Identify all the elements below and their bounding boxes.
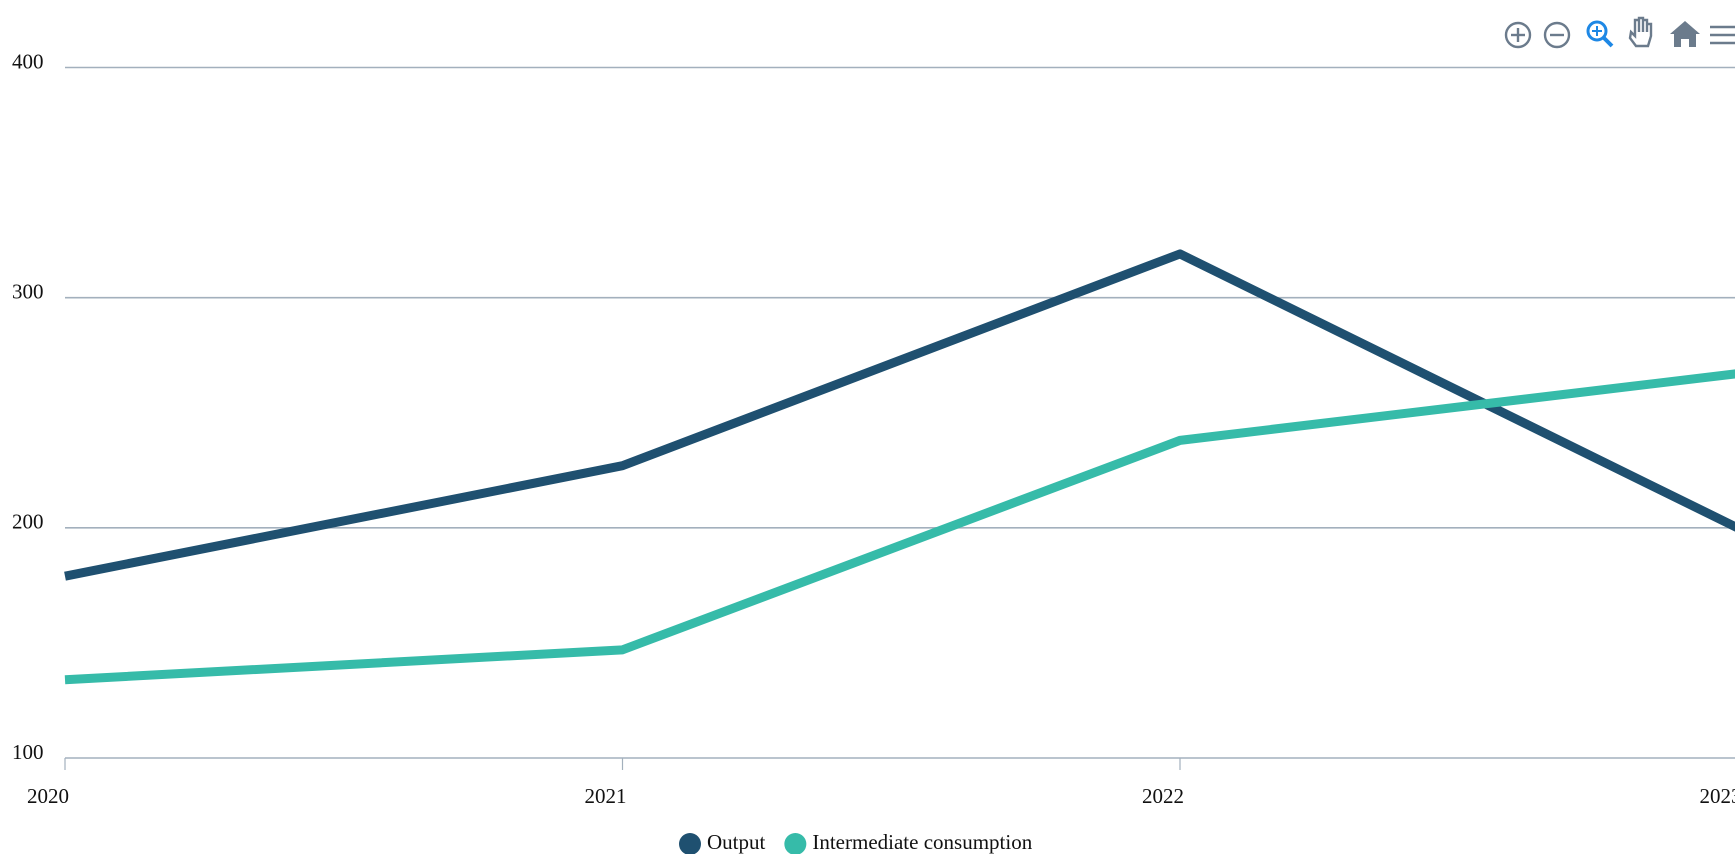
y-tick-label: 400 [12, 49, 44, 73]
menu-button[interactable] [1710, 25, 1735, 45]
line-series [64, 249, 1735, 581]
legend-marker [784, 833, 807, 854]
x-tick-label: 2023 [1700, 784, 1735, 808]
toolbar [1504, 16, 1735, 49]
zoom-in-button[interactable] [1504, 21, 1532, 49]
selection-zoom-button[interactable] [1586, 20, 1614, 48]
line-series [64, 369, 1735, 685]
y-tick-label: 100 [12, 740, 44, 764]
pan-button[interactable] [1628, 16, 1653, 48]
legend-label: Intermediate consumption [812, 830, 1032, 854]
legend-marker [679, 833, 701, 854]
zoom-out-button[interactable] [1543, 21, 1571, 49]
reset-zoom-button[interactable] [1670, 21, 1700, 47]
x-tick-label: 2022 [1142, 784, 1184, 808]
x-tick-label: 2020 [27, 784, 69, 808]
legend-label: Output [707, 830, 766, 854]
y-tick-label: 200 [12, 510, 44, 534]
x-tick-label: 2021 [585, 784, 627, 808]
y-tick-label: 300 [12, 279, 44, 303]
